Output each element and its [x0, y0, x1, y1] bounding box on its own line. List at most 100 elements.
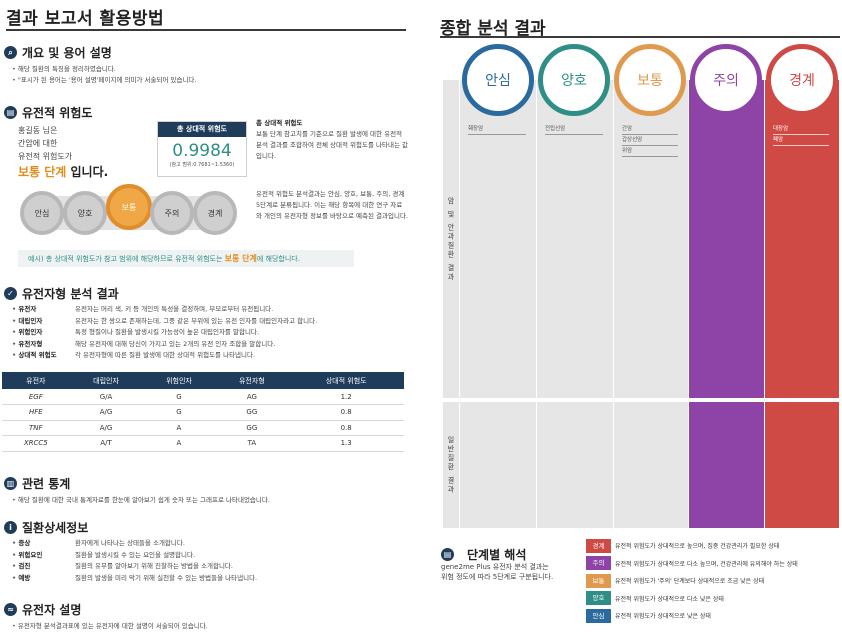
overview-heading: ⌕ 개요 및 용어 설명	[4, 44, 112, 61]
risk-desc-line: 홍길동 님은	[18, 126, 58, 135]
gene-desc-bullet: 유전자형 분석결과표에 있는 유전자에 대한 설명이 서술되어 있습니다.	[12, 621, 208, 632]
scale-step: 경계	[193, 191, 237, 235]
overview-bullet: 해당 질환의 특징을 정리하였습니다.	[12, 64, 196, 75]
term-value: 특정 형질이나 질환을 발생시킬 가능성이 높은 대립인자를 말합니다.	[75, 328, 259, 336]
side-label-general: 일반질환 결과	[443, 402, 459, 528]
table-header: 위험인자	[142, 372, 216, 389]
table-cell: G	[142, 389, 216, 405]
chart-icon: ▥	[4, 477, 17, 490]
legend-text: 유전적 위험도가 '주의' 단계보다 상대적으로 조금 낮은 상태	[615, 578, 765, 585]
scale-step: 양호	[63, 191, 107, 235]
table-cell: 0.8	[288, 420, 404, 436]
detail-heading: i 질환상세정보	[4, 519, 88, 536]
column-bottom-panel	[537, 402, 613, 528]
column-top-panel	[460, 80, 536, 398]
table-cell: A/G	[69, 420, 143, 436]
stage-subtitle: gene2me Plus 유전자 분석 결과는 위험 정도에 따라 5단계로 구…	[441, 562, 553, 582]
table-row: TNF A/G A GG 0.8	[2, 420, 404, 436]
table-cell: A/T	[69, 435, 143, 452]
risk-heading: ▤ 유전적 위험도	[4, 104, 92, 121]
term-value: 질환을 발생시킬 수 있는 요인을 설명합니다.	[75, 550, 196, 559]
column-items: 전립선암	[545, 124, 603, 135]
scale-step: 주의	[150, 191, 194, 235]
term-key: 예방	[12, 573, 75, 585]
table-header: 유전자형	[215, 372, 289, 389]
table-cell: G	[142, 404, 216, 421]
legend-badge: 주의	[586, 556, 611, 570]
table-cell: 1.3	[288, 435, 404, 452]
genotype-heading: ✓ 유전자형 분석 결과	[4, 285, 119, 302]
table-header: 대립인자	[69, 372, 143, 389]
grade-circle-caution: 주의	[690, 44, 762, 116]
info-icon: i	[4, 521, 17, 534]
legend-row: 안심 유전적 위험도가 상대적으로 낮은 상태	[586, 608, 840, 623]
legend-badge: 안심	[586, 608, 611, 623]
detail-heading-text: 질환상세정보	[22, 521, 89, 535]
table-cell: EGF	[2, 389, 70, 405]
table-cell: HFE	[2, 404, 70, 421]
table-cell: GG	[215, 404, 289, 421]
title-divider	[6, 29, 406, 31]
legend-text: 유전적 위험도가 상대적으로 높으며, 집중 건강관리가 필요한 상태	[615, 543, 780, 550]
table-cell: XRCC5	[2, 435, 70, 452]
stats-heading: ▥ 관련 통계	[4, 475, 70, 492]
score-reference: (참고 범위:0.7681~1.5360)	[169, 162, 235, 168]
score-note-title: 총 상대적 위험도	[256, 119, 303, 127]
right-title-divider	[440, 36, 840, 38]
legend-row: 경계 유전적 위험도가 상대적으로 높으며, 집중 건강관리가 필요한 상태	[586, 538, 840, 553]
table-cell: G/A	[69, 389, 143, 405]
disease-item: 췌장암	[468, 124, 526, 135]
table-header: 상대적 위험도	[288, 372, 404, 389]
scale-step: 안심	[20, 191, 64, 235]
table-cell: A	[142, 420, 216, 436]
disease-item: 위암	[622, 146, 678, 157]
term-value: 유전자는 한 쌍으로 존재하는데, 그중 같은 부위에 있는 유전 인자를 대립…	[75, 316, 318, 325]
example-highlight: 보통 단계	[224, 254, 257, 263]
score-label: 총 상대적 위험도	[158, 122, 246, 137]
term-key: 상대적 위험도	[12, 350, 75, 362]
legend-row: 보통 유전적 위험도가 '주의' 단계보다 상대적으로 조금 낮은 상태	[586, 573, 840, 588]
term-value: 유전자는 머리 색, 키 등 개인의 특성을 결정하며, 부모로부터 유전됩니다…	[75, 305, 274, 313]
table-header-row: 유전자 대립인자 위험인자 유전자형 상대적 위험도	[2, 372, 404, 389]
stage-sub-line: 위험 정도에 따라 5단계로 구분됩니다.	[441, 573, 554, 581]
table-row: EGF G/A G AG 1.2	[2, 389, 404, 405]
stats-bullets: 해당 질환에 대한 국내 통계자료를 한눈에 알아보기 쉽게 숫자 또는 그래프…	[12, 495, 270, 506]
table-row: HFE A/G G GG 0.8	[2, 404, 404, 421]
term-value: 각 유전자형에 따른 질환 발생에 대한 상대적 위험도를 나타냅니다.	[75, 351, 256, 359]
column-bottom-panel	[765, 402, 839, 528]
stage-heading-text: 단계별 해석	[467, 548, 527, 562]
table-cell: TNF	[2, 420, 70, 436]
term-value: 질환의 유무를 알아보기 위해 진찰하는 방법을 소개합니다.	[75, 562, 233, 570]
side-label-cancer: 암 및 안과질환 결과	[443, 80, 459, 398]
column-items: 췌장암	[468, 124, 526, 135]
legend-badge: 보통	[586, 573, 611, 588]
column-bottom-panel	[614, 402, 688, 528]
table-cell: 0.8	[288, 404, 404, 421]
document-icon: ▤	[4, 106, 17, 119]
scale-step-active: 보통	[106, 184, 152, 230]
grade-note: 유전적 위험도 분석결과는 안심, 양호, 보통, 주의, 경계 5단계로 분류…	[256, 189, 408, 222]
page-title: 결과 보고서 활용방법	[6, 9, 165, 29]
checklist-icon: ✓	[4, 287, 17, 300]
term-key: 위험요인	[12, 550, 75, 562]
table-cell: A	[142, 435, 216, 452]
disease-item: 간암	[622, 124, 678, 135]
score-note-text: 보통 단계 참고치를 기준으로 질환 발생에 대한 유전적 분석 결과를 조합하…	[256, 130, 409, 160]
gene-desc-bullets: 유전자형 분석결과표에 있는 유전자에 대한 설명이 서술되어 있습니다.	[12, 621, 208, 632]
legend-badge: 양호	[586, 591, 611, 605]
overview-bullet: "표시가 된 용어는 '용어 설명'페이지에 의미가 서술되어 있습니다.	[12, 75, 197, 86]
table-cell: A/G	[69, 404, 143, 421]
gene-desc-heading: ≈ 유전자 설명	[4, 601, 81, 618]
term-key: 검진	[12, 561, 75, 573]
column-top-panel	[537, 80, 613, 398]
term-value: 환자에게 나타나는 상태들을 소개합니다.	[75, 539, 185, 547]
disease-item: 전립선암	[545, 124, 603, 135]
table-cell: GG	[215, 420, 289, 436]
